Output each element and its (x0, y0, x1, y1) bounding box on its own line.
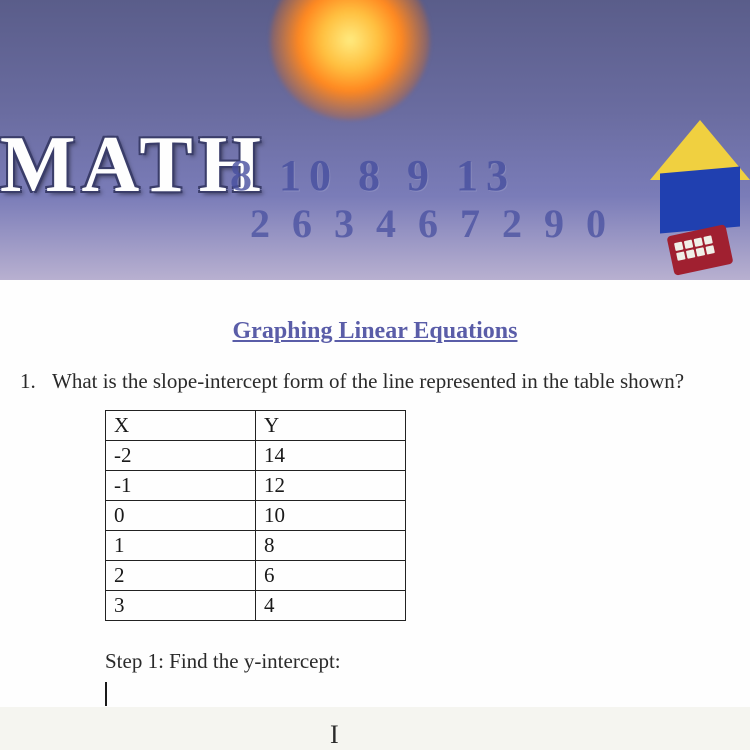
answer-input-area[interactable] (105, 680, 730, 707)
question-1: 1. What is the slope-intercept form of t… (20, 369, 730, 394)
subject-title: MATH (0, 120, 267, 211)
decorative-numbers-row-2: 2 6 3 4 6 7 2 9 0 (250, 200, 612, 247)
table-row: 2 6 (106, 561, 406, 591)
col-header-x: X (106, 411, 256, 441)
worksheet-content: Graphing Linear Equations 1. What is the… (0, 280, 750, 707)
xy-table: X Y -2 14 -1 12 0 10 1 8 2 6 3 4 (105, 410, 406, 621)
step-1-label: Step 1: Find the y-intercept: (105, 649, 730, 674)
section-heading: Graphing Linear Equations (20, 318, 730, 345)
table-header-row: X Y (106, 411, 406, 441)
table-row: -2 14 (106, 441, 406, 471)
col-header-y: Y (256, 411, 406, 441)
header-banner: MATH 8 10 8 9 13 2 6 3 4 6 7 2 9 0 (0, 0, 750, 280)
text-cursor-icon (105, 682, 107, 706)
decorative-numbers-row-1: 8 10 8 9 13 (230, 150, 516, 201)
text-caret-icon: I (330, 720, 339, 750)
table-row: 1 8 (106, 531, 406, 561)
table-row: -1 12 (106, 471, 406, 501)
table-row: 3 4 (106, 591, 406, 621)
glow-orb-decoration (270, 0, 430, 120)
table-row: 0 10 (106, 501, 406, 531)
question-text: What is the slope-intercept form of the … (52, 369, 730, 394)
question-number: 1. (20, 369, 52, 394)
